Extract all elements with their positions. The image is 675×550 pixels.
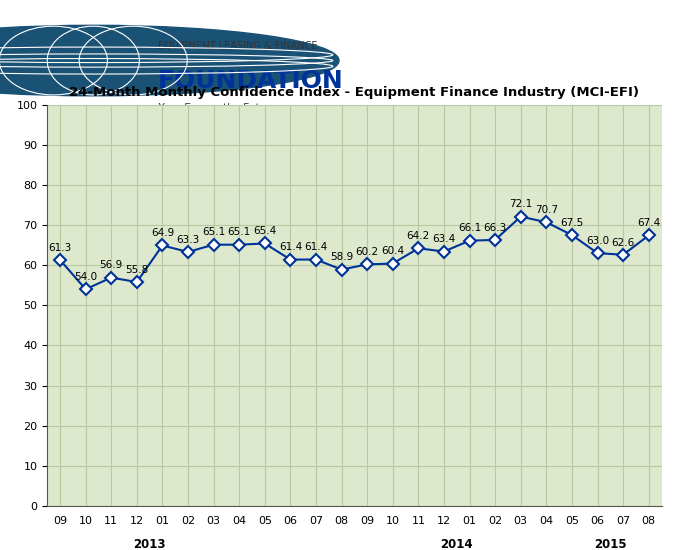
- Text: 64.9: 64.9: [151, 228, 174, 238]
- Text: 63.3: 63.3: [176, 235, 200, 245]
- Text: 58.9: 58.9: [330, 252, 353, 262]
- Text: 60.2: 60.2: [356, 247, 379, 257]
- Text: 62.6: 62.6: [612, 238, 634, 248]
- Text: 70.7: 70.7: [535, 205, 558, 215]
- Text: 72.1: 72.1: [509, 199, 533, 210]
- Text: 66.3: 66.3: [483, 223, 507, 233]
- Text: 61.3: 61.3: [49, 243, 72, 252]
- Text: FOUNDATION: FOUNDATION: [158, 69, 344, 94]
- Text: 64.2: 64.2: [407, 231, 430, 241]
- Circle shape: [0, 25, 339, 96]
- Text: Your Eye on the Future: Your Eye on the Future: [158, 103, 276, 113]
- Text: 61.4: 61.4: [304, 243, 327, 252]
- Text: 63.0: 63.0: [586, 236, 609, 246]
- Text: 55.8: 55.8: [125, 265, 148, 275]
- Text: 54.0: 54.0: [74, 272, 97, 282]
- Text: 65.1: 65.1: [202, 228, 225, 238]
- Title: 24-Month Monthly Confidence Index - Equipment Finance Industry (MCI-EFI): 24-Month Monthly Confidence Index - Equi…: [70, 86, 639, 100]
- Text: 2013: 2013: [134, 538, 166, 550]
- Text: 67.5: 67.5: [560, 218, 584, 228]
- Text: EQUIPMENT LEASING & FINANCE: EQUIPMENT LEASING & FINANCE: [158, 41, 317, 51]
- Text: 2014: 2014: [440, 538, 473, 550]
- Text: 65.4: 65.4: [253, 226, 277, 236]
- Text: 65.1: 65.1: [227, 228, 251, 238]
- Text: 63.4: 63.4: [432, 234, 456, 244]
- Text: 60.4: 60.4: [381, 246, 404, 256]
- Text: 66.1: 66.1: [458, 223, 481, 233]
- Text: 67.4: 67.4: [637, 218, 660, 228]
- Text: 61.4: 61.4: [279, 243, 302, 252]
- Text: 2015: 2015: [594, 538, 626, 550]
- Text: 56.9: 56.9: [100, 260, 123, 271]
